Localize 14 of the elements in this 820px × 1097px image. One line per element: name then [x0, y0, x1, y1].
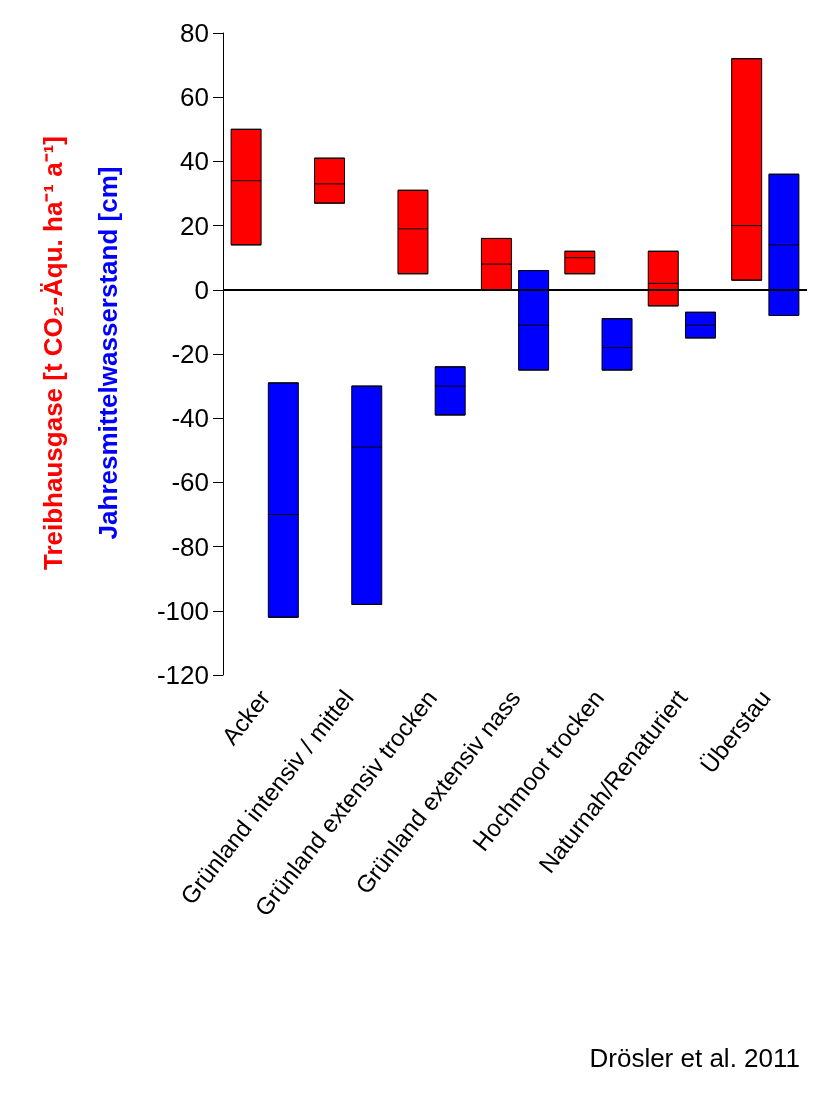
y-tick-label: 20	[180, 210, 209, 241]
y-tick-label: 0	[194, 274, 209, 305]
y-tick-label: 80	[180, 18, 209, 48]
y-tick-label: -80	[171, 531, 209, 562]
text: Drösler et al. 2011	[589, 1043, 800, 1073]
y-tick-label: 60	[180, 82, 209, 113]
text: Jahresmittelwasserstand [cm]	[93, 166, 123, 540]
y-tick-label: -120	[156, 660, 209, 690]
text: Treibhausgase [t CO₂-Äqu. ha⁻¹ a⁻¹]	[38, 135, 68, 571]
y-tick-label: -60	[171, 467, 209, 498]
y-tick-label: -40	[171, 403, 209, 434]
y-tick-label: 40	[180, 146, 209, 177]
y-tick-label: -100	[156, 595, 209, 626]
y-tick-label: -20	[171, 339, 209, 369]
